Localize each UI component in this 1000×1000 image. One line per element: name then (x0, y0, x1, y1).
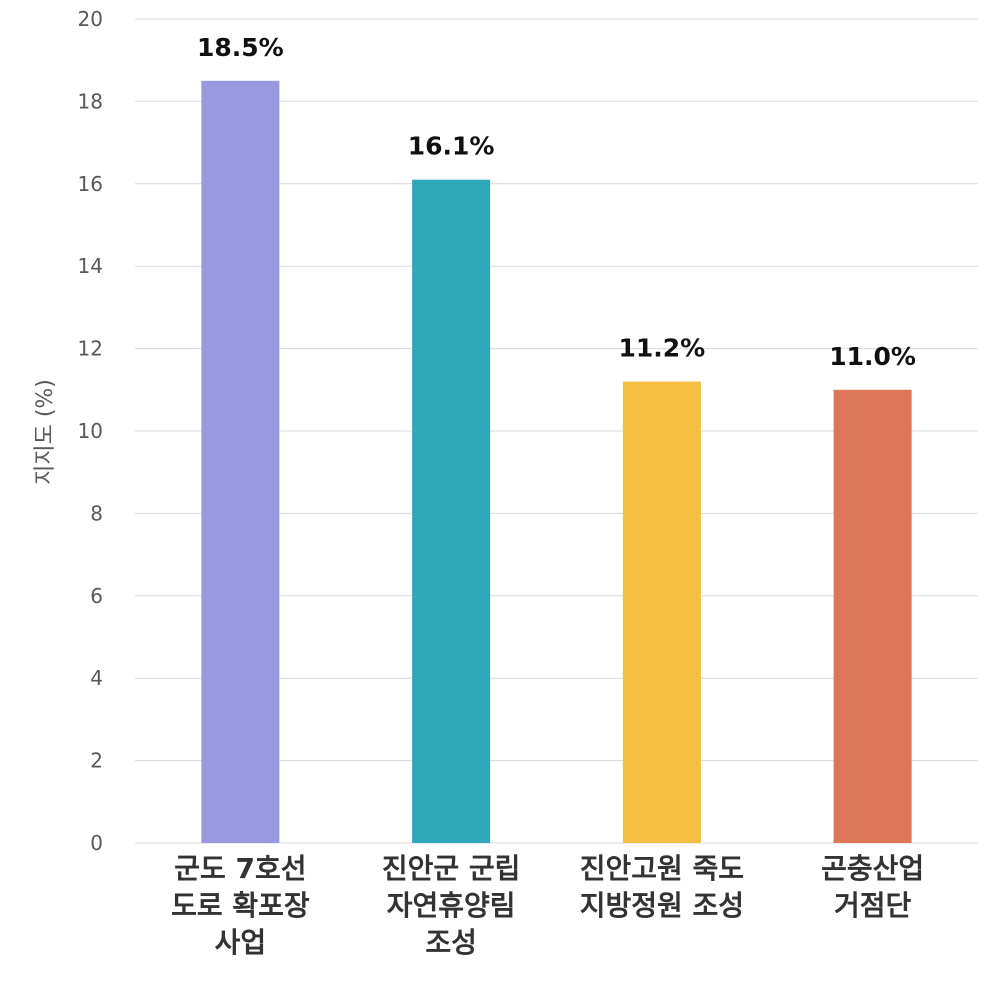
x-category-label: 도로 확포장 (171, 889, 310, 922)
y-axis-label: 지지도 (%) (33, 379, 58, 485)
y-tick-label: 14 (78, 254, 103, 278)
y-tick-label: 12 (78, 337, 103, 361)
y-tick-label: 16 (78, 172, 103, 196)
y-tick-label: 0 (90, 831, 103, 855)
data-labels: 18.5% 16.1% 11.2% 11.0% (197, 33, 916, 371)
bar (412, 179, 491, 843)
y-tick-label: 20 (78, 7, 103, 31)
x-category-label: 지방정원 조성 (580, 889, 744, 922)
y-tick-label: 10 (78, 419, 103, 443)
x-category-label: 군도 7호선 (174, 852, 306, 885)
y-tick-label: 8 (90, 501, 103, 525)
bar (201, 80, 280, 844)
x-category-label: 진안군 군립 (382, 852, 521, 885)
bars (201, 80, 912, 844)
bar (833, 389, 912, 843)
y-axis-ticks: 0 2 4 6 8 10 12 14 16 18 20 (78, 7, 103, 855)
y-tick-label: 6 (90, 584, 103, 608)
x-category-label: 자연휴양림 (387, 889, 516, 922)
x-category-label: 곤충산업 (821, 852, 924, 885)
bar (622, 381, 701, 843)
x-category-label: 사업 (215, 926, 267, 959)
y-tick-label: 2 (90, 749, 103, 773)
x-category-label: 조성 (425, 926, 477, 959)
y-tick-label: 4 (90, 666, 103, 690)
data-label: 11.0% (829, 342, 916, 371)
y-tick-label: 18 (78, 89, 103, 113)
x-category-label: 거점단 (834, 889, 912, 922)
x-category-label: 진안고원 죽도 (580, 852, 744, 885)
data-label: 16.1% (408, 132, 495, 161)
data-label: 18.5% (197, 33, 284, 62)
data-label: 11.2% (619, 334, 706, 363)
